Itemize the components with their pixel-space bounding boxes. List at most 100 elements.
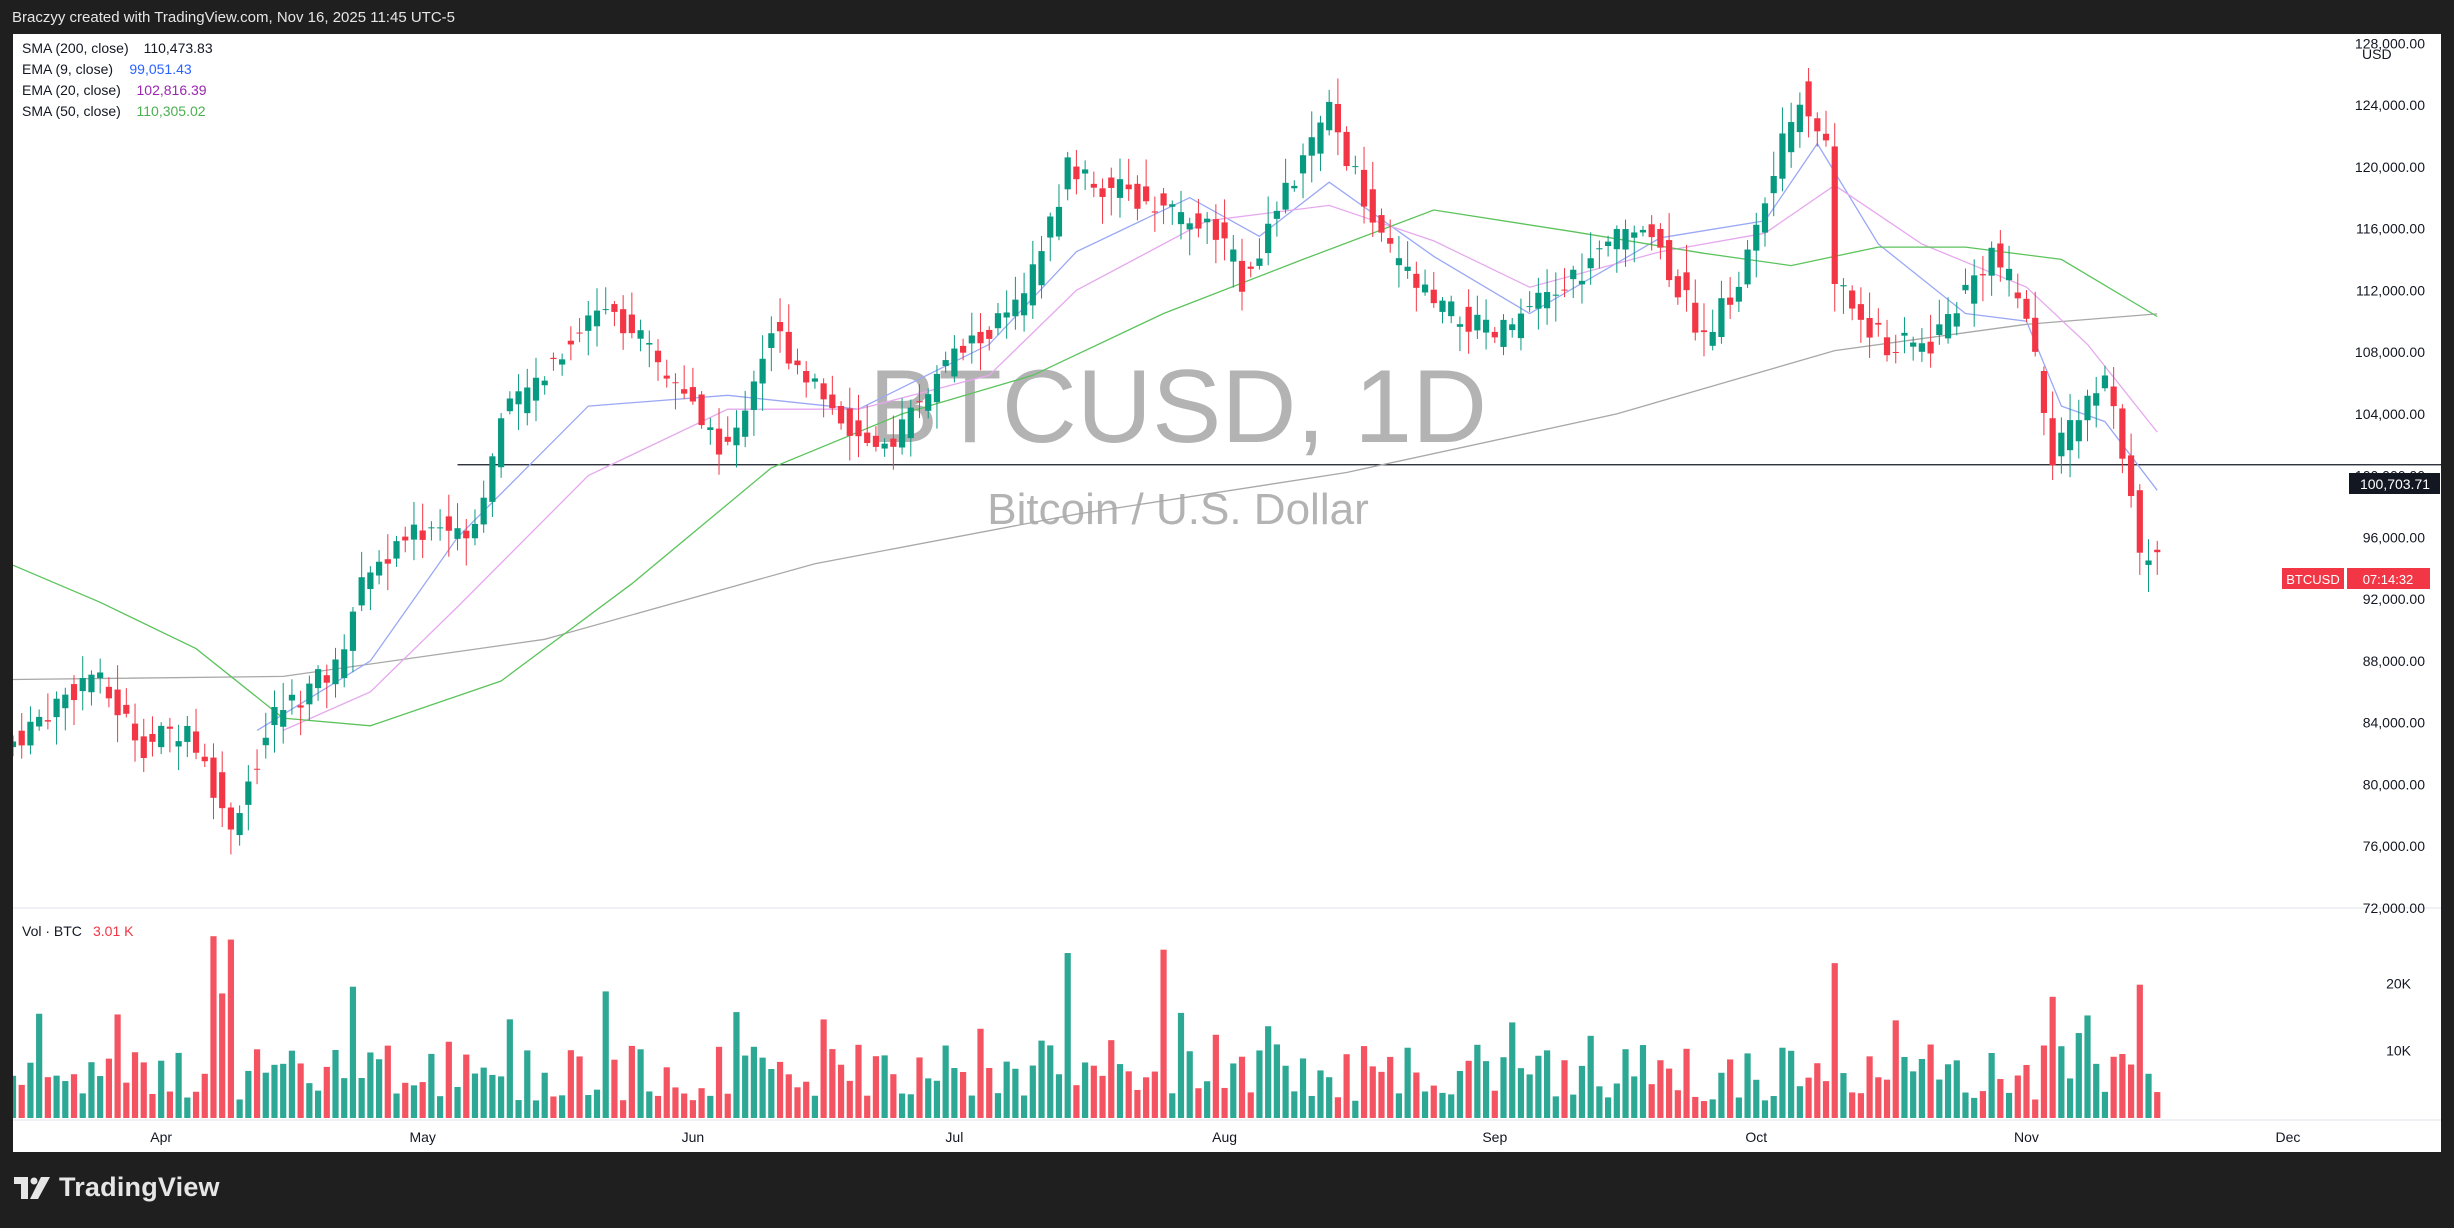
indicator-label[interactable]: EMA (9, close) xyxy=(22,61,113,77)
volume-bar xyxy=(1256,1050,1263,1118)
candle-body xyxy=(358,577,365,606)
candle-body xyxy=(1221,222,1228,239)
time-tick-label[interactable]: May xyxy=(409,1129,435,1145)
volume-bar xyxy=(820,1019,827,1118)
volume-bar xyxy=(419,1082,426,1118)
candle-body xyxy=(1971,275,1978,304)
volume-bar xyxy=(1674,1090,1681,1118)
indicator-line[interactable] xyxy=(282,184,2158,731)
price-tick-label[interactable]: 112,000.00 xyxy=(2356,282,2425,298)
volume-bar xyxy=(1683,1048,1690,1118)
candle-body xyxy=(306,683,313,705)
volume-bar xyxy=(968,1095,975,1118)
volume-bar xyxy=(1108,1040,1115,1118)
candle-body xyxy=(1543,292,1551,309)
footer: TradingView xyxy=(14,1172,220,1203)
candle-body xyxy=(27,721,34,746)
candle-body xyxy=(114,689,121,716)
time-tick-label[interactable]: Aug xyxy=(1212,1129,1237,1145)
candle-body xyxy=(36,716,43,727)
time-tick-label[interactable]: Jun xyxy=(682,1129,705,1145)
price-tick-label[interactable]: 104,000.00 xyxy=(2355,406,2425,422)
candle-body xyxy=(1822,133,1830,141)
volume-bar xyxy=(2049,996,2056,1118)
price-tick-label[interactable]: 120,000.00 xyxy=(2355,159,2425,175)
candle-body xyxy=(1230,249,1237,262)
candle-body xyxy=(1526,306,1533,308)
candle-body xyxy=(1857,304,1864,320)
volume-bar xyxy=(1648,1084,1655,1118)
candle-body xyxy=(1003,312,1010,318)
candle-body xyxy=(1326,101,1333,131)
volume-bar xyxy=(1657,1060,1664,1118)
price-tick-label[interactable]: 108,000.00 xyxy=(2355,344,2425,360)
candle-body xyxy=(454,528,461,539)
candle-body xyxy=(829,394,836,409)
candle-body xyxy=(733,427,740,446)
price-tick-label[interactable]: 88,000.00 xyxy=(2363,653,2425,669)
candle-body xyxy=(2058,432,2065,457)
candle-body xyxy=(689,387,696,402)
candle-body xyxy=(1299,155,1307,174)
price-tick-label[interactable]: 80,000.00 xyxy=(2363,776,2425,792)
candle-body xyxy=(1021,293,1028,316)
volume-bar xyxy=(1343,1054,1350,1118)
price-chart[interactable]: BTCUSD, 1D Bitcoin / U.S. Dollar 128,000… xyxy=(13,34,2441,1152)
volume-bar xyxy=(323,1066,330,1118)
volume-bar xyxy=(1805,1077,1812,1118)
volume-bar xyxy=(53,1075,60,1118)
volume-bar xyxy=(1561,1060,1568,1118)
time-tick-label[interactable]: Apr xyxy=(150,1129,172,1145)
time-tick-label[interactable]: Jul xyxy=(945,1129,963,1145)
price-tick-label[interactable]: 128,000.00 xyxy=(2355,35,2425,51)
currency-label[interactable]: USD xyxy=(2362,46,2392,62)
candle-body xyxy=(1666,240,1673,281)
price-tick-label[interactable]: 116,000.00 xyxy=(2356,221,2425,237)
candle-body xyxy=(1247,266,1254,269)
candle-body xyxy=(1761,203,1769,233)
indicator-label[interactable]: SMA (200, close) xyxy=(22,40,129,56)
volume-bar xyxy=(1901,1056,1908,1118)
volume-bar xyxy=(1997,1079,2004,1118)
indicator-label[interactable]: EMA (20, close) xyxy=(22,82,121,98)
candle-body xyxy=(1770,175,1777,194)
indicator-label[interactable]: SMA (50, close) xyxy=(22,103,121,119)
time-tick-label[interactable]: Sep xyxy=(1482,1129,1507,1145)
volume-bar xyxy=(1055,1074,1063,1118)
volume-bar xyxy=(855,1044,862,1118)
volume-bar xyxy=(1788,1050,1795,1118)
candle-body xyxy=(567,340,574,345)
watermark-symbol: BTCUSD, 1D xyxy=(869,349,1487,465)
volume-bar xyxy=(933,1080,941,1118)
volume-bar xyxy=(1291,1091,1298,1118)
volume-bar xyxy=(1352,1100,1359,1118)
price-tick-label[interactable]: 76,000.00 xyxy=(2363,838,2425,854)
volume-bar xyxy=(1727,1059,1734,1118)
volume-bar xyxy=(576,1056,583,1118)
candle-body xyxy=(393,541,400,559)
time-tick-label[interactable]: Nov xyxy=(2014,1129,2039,1145)
volume-bar xyxy=(149,1094,156,1118)
volume-bar xyxy=(1134,1089,1141,1118)
candle-body xyxy=(1910,342,1917,347)
volume-bar xyxy=(375,1059,383,1118)
price-tick-label[interactable]: 92,000.00 xyxy=(2363,591,2425,607)
candle-body xyxy=(1012,299,1019,317)
indicator-line[interactable] xyxy=(13,209,2158,727)
chart-header: Braczyy created with TradingView.com, No… xyxy=(12,9,455,26)
price-tick-label[interactable]: 84,000.00 xyxy=(2363,715,2425,731)
candle-body xyxy=(323,675,330,683)
price-tick-label[interactable]: 96,000.00 xyxy=(2363,529,2425,545)
candle-body xyxy=(994,313,1002,329)
time-tick-label[interactable]: Oct xyxy=(1745,1129,1767,1145)
chart-frame[interactable]: BTCUSD, 1D Bitcoin / U.S. Dollar 128,000… xyxy=(13,34,2441,1152)
candle-body xyxy=(463,530,470,539)
time-tick-label[interactable]: Dec xyxy=(2276,1129,2301,1145)
price-tick-label[interactable]: 72,000.00 xyxy=(2363,900,2425,916)
candle-body xyxy=(253,768,261,770)
candle-body xyxy=(1683,272,1690,291)
price-tick-label[interactable]: 124,000.00 xyxy=(2355,97,2425,113)
candle-body xyxy=(1744,249,1751,285)
candle-body xyxy=(1648,224,1655,238)
candle-body xyxy=(750,381,757,411)
